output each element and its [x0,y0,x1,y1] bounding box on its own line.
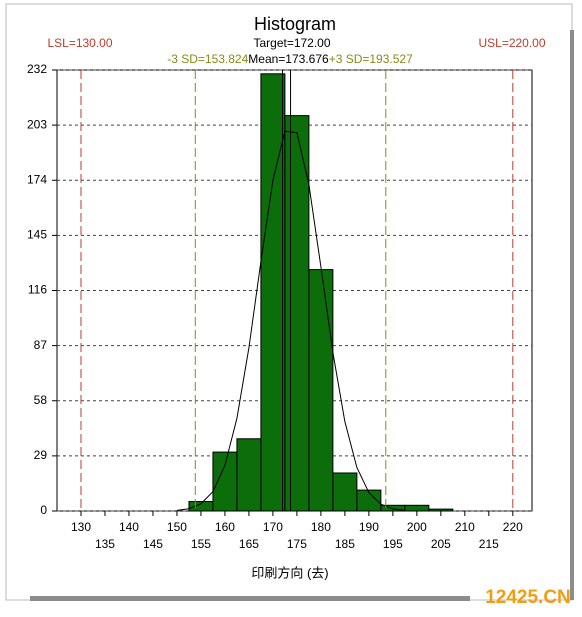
x-tick-label: 190 [359,520,379,534]
x-tick-label: 195 [383,537,403,551]
reference-label: LSL=130.00 [47,36,112,50]
bar [212,451,238,512]
bar [188,500,214,512]
bar [404,504,430,512]
x-tick-label: 135 [95,537,115,551]
bar [356,489,382,512]
watermark: 12425.CN [485,587,571,608]
x-tick-label: 140 [119,520,139,534]
shadow-right [570,30,574,600]
x-tick-label: 175 [287,537,307,551]
reference-label: -3 SD=153.824 [167,52,248,66]
x-tick-label: 160 [215,520,235,534]
reference-label: Target=172.00 [253,36,330,50]
x-axis-label: 印刷方向 (去) [251,565,328,580]
y-tick-label: 29 [34,448,48,462]
y-tick-label: 87 [34,338,48,352]
reference-label: USL=220.00 [478,36,545,50]
y-tick-label: 174 [27,172,47,186]
y-tick-label: 232 [27,62,47,76]
x-tick-label: 220 [503,520,523,534]
bar [308,269,334,512]
x-tick-label: 150 [167,520,187,534]
y-tick-label: 145 [27,228,47,242]
chart-title: Histogram [254,14,336,34]
shadow-bottom [30,596,470,601]
reference-label: +3 SD=193.527 [329,52,413,66]
x-tick-label: 180 [311,520,331,534]
x-tick-label: 130 [71,520,91,534]
x-tick-label: 145 [143,537,163,551]
reference-label: Mean=173.676 [248,52,329,66]
x-tick-label: 155 [191,537,211,551]
x-tick-label: 205 [431,537,451,551]
bar [236,438,262,512]
x-tick-label: 200 [407,520,427,534]
y-tick-label: 203 [27,117,47,131]
y-tick-label: 0 [40,503,47,517]
x-tick-label: 215 [479,537,499,551]
x-tick-label: 210 [455,520,475,534]
bar [332,472,358,512]
stat-labels: -3 SD=153.824Mean=173.676+3 SD=193.527 [167,52,413,66]
x-tick-label: 165 [239,537,259,551]
bar [428,508,454,512]
bar [284,115,310,512]
bar [260,73,286,512]
x-tick-label: 185 [335,537,355,551]
x-tick-label: 170 [263,520,283,534]
y-tick-label: 58 [34,393,48,407]
y-tick-label: 116 [28,283,47,297]
